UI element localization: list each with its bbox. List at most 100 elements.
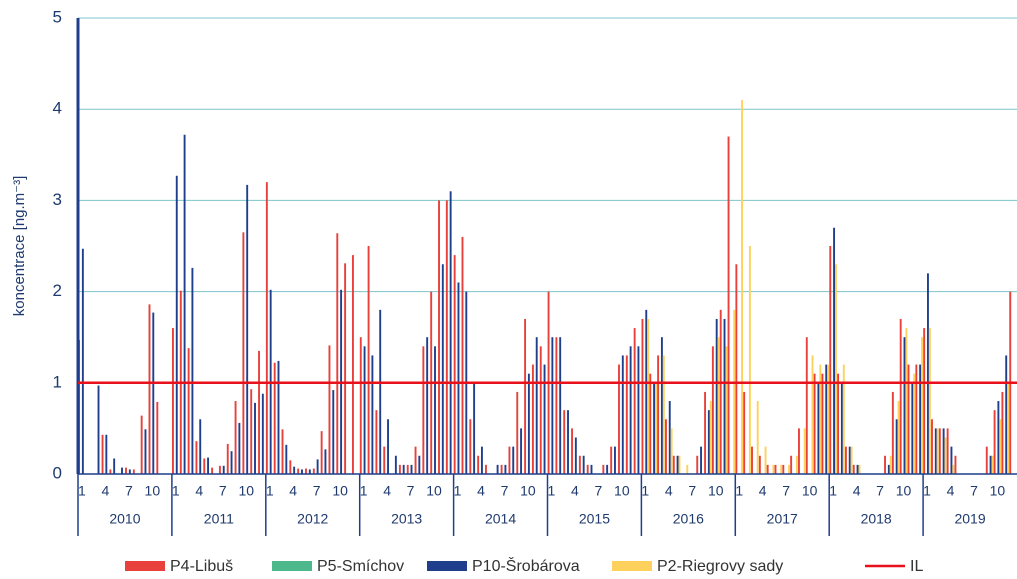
bar (850, 446, 853, 474)
year-label: 2015 (579, 511, 610, 527)
x-tick-label: 7 (219, 483, 227, 499)
x-tick-label: 1 (266, 483, 274, 499)
bar (625, 355, 628, 474)
x-tick-label: 10 (426, 483, 442, 499)
bar (312, 468, 315, 474)
bar (265, 182, 268, 474)
x-tick-label: 1 (78, 483, 86, 499)
bar (254, 402, 256, 474)
bar (406, 464, 409, 474)
bar (649, 373, 652, 474)
bar (927, 273, 929, 474)
bar (273, 362, 276, 474)
bar (715, 318, 718, 474)
x-tick-label: 10 (332, 483, 348, 499)
x-tick-label: 10 (990, 483, 1006, 499)
x-tick-label: 4 (571, 483, 579, 499)
bar (884, 455, 886, 474)
bar (453, 255, 456, 474)
bar (733, 309, 736, 474)
bar (559, 337, 562, 474)
bar (261, 393, 264, 474)
bar (563, 410, 566, 474)
bar (144, 429, 147, 474)
y-tick-label: 1 (53, 372, 62, 391)
bar (795, 455, 798, 474)
bar (398, 464, 401, 474)
bar (438, 200, 440, 474)
bar (618, 364, 620, 474)
bar (788, 464, 790, 474)
bar (578, 455, 581, 474)
bar (500, 464, 503, 474)
bar (952, 464, 955, 474)
bar (772, 464, 775, 474)
bar (571, 428, 573, 474)
x-tick-label: 7 (876, 483, 884, 499)
legend-label: IL (910, 558, 923, 575)
bar (320, 431, 323, 474)
bar (835, 264, 837, 474)
bar (328, 345, 331, 474)
y-tick-label: 4 (53, 99, 62, 118)
bar (887, 464, 890, 474)
bar (230, 451, 233, 474)
bar (211, 467, 214, 474)
bar (281, 429, 284, 474)
bar (344, 263, 347, 474)
x-tick-label: 7 (970, 483, 978, 499)
bar (285, 444, 288, 474)
bar (621, 355, 624, 474)
x-tick-label: 1 (360, 483, 368, 499)
x-tick-label: 10 (238, 483, 254, 499)
bar (469, 419, 472, 474)
bar (653, 382, 656, 474)
bar (207, 457, 210, 474)
bar (148, 304, 151, 474)
bar (508, 446, 511, 474)
bar (187, 348, 190, 474)
bar (833, 227, 836, 474)
bar (774, 464, 777, 474)
bar (555, 337, 558, 474)
bar (993, 410, 996, 474)
bar (449, 191, 452, 474)
bar (821, 373, 824, 474)
bar (175, 175, 178, 474)
bar (805, 337, 808, 474)
bar (113, 458, 116, 474)
bar (222, 465, 225, 474)
bar (790, 455, 793, 474)
bar (293, 466, 296, 474)
bar (921, 337, 923, 474)
legend-label: P2-Riegrovy sady (657, 558, 783, 575)
bar (504, 464, 507, 474)
year-label: 2011 (204, 511, 234, 527)
bar (944, 437, 947, 474)
year-label: 2012 (297, 511, 328, 527)
bar (668, 401, 671, 474)
bar (647, 318, 650, 474)
bar (782, 464, 785, 474)
bar (837, 373, 840, 474)
bar (172, 328, 174, 474)
bar (524, 318, 527, 474)
bar (301, 469, 303, 474)
bar (246, 184, 249, 474)
bar (379, 309, 382, 474)
bar (934, 428, 937, 474)
bar (308, 469, 311, 474)
bar (662, 355, 665, 474)
bar (199, 419, 202, 474)
y-tick-label: 5 (53, 7, 62, 26)
bar (950, 446, 953, 474)
x-tick-label: 10 (520, 483, 536, 499)
bar (928, 328, 931, 474)
bar (574, 437, 577, 474)
bar (723, 318, 726, 474)
bar (387, 419, 389, 474)
x-tick-label: 1 (923, 483, 931, 499)
bar (418, 455, 421, 474)
bar (473, 382, 476, 474)
